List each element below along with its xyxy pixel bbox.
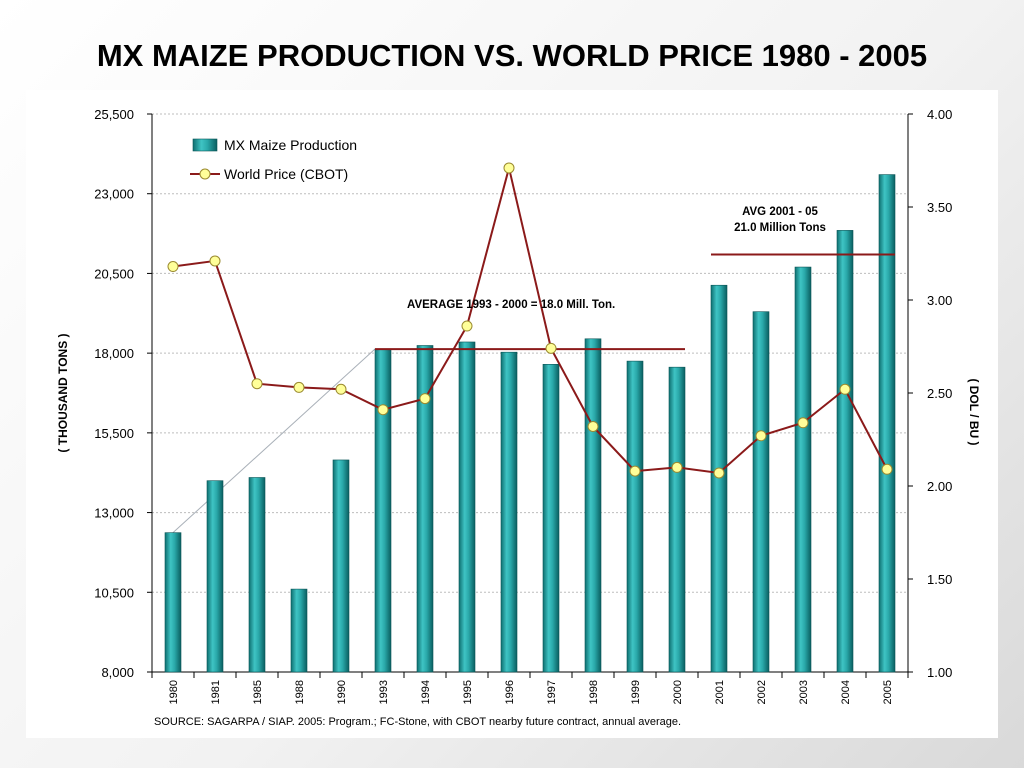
x-tick-label: 1981 bbox=[210, 680, 222, 704]
bar bbox=[416, 345, 434, 673]
x-tick-label: 1994 bbox=[420, 680, 432, 704]
y2-axis-label: ( DOL / BU ) bbox=[967, 378, 981, 445]
bar bbox=[290, 588, 308, 673]
bar bbox=[878, 174, 896, 673]
x-tick-label: 1998 bbox=[588, 680, 600, 704]
trend-line bbox=[172, 348, 376, 534]
price-point bbox=[881, 463, 893, 475]
x-tick-label: 2000 bbox=[672, 680, 684, 704]
x-tick-label: 2002 bbox=[756, 680, 768, 704]
x-tick-label: 2001 bbox=[714, 680, 726, 704]
left-tick-label: 15,500 bbox=[94, 426, 134, 441]
bar bbox=[668, 366, 686, 673]
x-tick-label: 2004 bbox=[840, 680, 852, 704]
bar bbox=[710, 284, 728, 673]
gridlines bbox=[152, 113, 908, 593]
left-tick-label: 13,000 bbox=[94, 506, 134, 521]
price-point bbox=[797, 417, 809, 429]
x-tick-label: 1995 bbox=[462, 680, 474, 704]
x-tick-label: 1993 bbox=[378, 680, 390, 704]
bar bbox=[374, 348, 392, 673]
x-tick-label: 1988 bbox=[294, 680, 306, 704]
price-point bbox=[755, 430, 767, 442]
left-tick-label: 8,000 bbox=[101, 665, 134, 680]
price-point bbox=[419, 393, 431, 405]
price-line bbox=[172, 167, 888, 475]
left-tick-label: 20,500 bbox=[94, 266, 134, 281]
price-point bbox=[713, 467, 725, 479]
price-line-layer bbox=[167, 162, 893, 479]
bar bbox=[248, 477, 266, 673]
bar bbox=[752, 311, 770, 673]
bar bbox=[626, 360, 644, 673]
legend-swatch-price-marker bbox=[199, 168, 211, 180]
annotations-layer: AVERAGE 1993 - 2000 = 18.0 Mill. Ton. AVG… bbox=[407, 206, 826, 311]
bar bbox=[584, 338, 602, 673]
x-tick-label: 2005 bbox=[882, 680, 894, 704]
bar bbox=[332, 459, 350, 673]
price-point bbox=[167, 261, 179, 273]
price-point bbox=[293, 381, 305, 393]
left-tick-label: 10,500 bbox=[94, 585, 134, 600]
bar bbox=[206, 480, 224, 673]
legend-label-production: MX Maize Production bbox=[224, 137, 357, 153]
x-tick-label: 2003 bbox=[798, 680, 810, 704]
left-tick-label: 18,000 bbox=[94, 346, 134, 361]
x-tick-label: 1996 bbox=[504, 680, 516, 704]
y-axis-label: ( THOUSAND TONS ) bbox=[56, 333, 70, 452]
price-point bbox=[377, 404, 389, 416]
axes bbox=[147, 113, 913, 678]
right-tick-label: 3.00 bbox=[927, 293, 952, 308]
x-tick-label: 1997 bbox=[546, 680, 558, 704]
bar bbox=[836, 230, 854, 673]
right-tick-label: 2.50 bbox=[927, 386, 952, 401]
right-tick-label: 2.00 bbox=[927, 479, 952, 494]
price-point bbox=[335, 383, 347, 395]
right-axis-ticks: 4.00 3.50 3.00 2.50 2.00 1.50 1.00 bbox=[927, 107, 952, 680]
price-point bbox=[503, 162, 515, 174]
price-point bbox=[545, 342, 557, 354]
source-note: SOURCE: SAGARPA / SIAP. 2005: Program.; … bbox=[154, 716, 682, 728]
average-lines-layer bbox=[375, 253, 895, 351]
x-tick-label: 1999 bbox=[630, 680, 642, 704]
annotation-avg-2001-2005-line1: AVG 2001 - 05 bbox=[742, 206, 818, 218]
bars-layer bbox=[164, 174, 896, 673]
bar bbox=[794, 266, 812, 673]
price-point bbox=[251, 378, 263, 390]
x-tick-label: 1980 bbox=[168, 680, 180, 704]
legend-swatch-production bbox=[192, 138, 218, 152]
price-point bbox=[461, 320, 473, 332]
price-point bbox=[629, 465, 641, 477]
price-point bbox=[209, 255, 221, 267]
annotation-avg-2001-2005-line2: 21.0 Million Tons bbox=[734, 222, 826, 234]
annotation-avg-1993-2000: AVERAGE 1993 - 2000 = 18.0 Mill. Ton. bbox=[407, 299, 615, 311]
left-tick-label: 25,500 bbox=[94, 107, 134, 122]
legend-label-price: World Price (CBOT) bbox=[224, 166, 348, 182]
right-tick-label: 4.00 bbox=[927, 107, 952, 122]
left-axis-ticks: 25,500 23,000 20,500 18,000 15,500 13,000 10,5… bbox=[94, 107, 134, 680]
bar bbox=[164, 532, 182, 673]
left-tick-label: 23,000 bbox=[94, 187, 134, 202]
slide-title: MX MAIZE PRODUCTION VS. WORLD PRICE 1980… bbox=[96, 38, 928, 73]
bar bbox=[458, 341, 476, 673]
x-tick-label: 1985 bbox=[252, 680, 264, 704]
right-tick-label: 3.50 bbox=[927, 200, 952, 215]
price-point bbox=[671, 461, 683, 473]
legend: MX Maize Production World Price (CBOT) bbox=[190, 137, 357, 182]
right-tick-label: 1.00 bbox=[927, 665, 952, 680]
x-axis-ticks: 1980 1981 1985 1988 1990 1993 1994 1995 1996 1997… bbox=[168, 680, 894, 704]
right-tick-label: 1.50 bbox=[927, 572, 952, 587]
bar bbox=[542, 364, 560, 673]
bar bbox=[500, 351, 518, 673]
x-tick-label: 1990 bbox=[336, 680, 348, 704]
price-point bbox=[839, 383, 851, 395]
trend-line-layer bbox=[172, 348, 376, 534]
price-point bbox=[587, 420, 599, 432]
